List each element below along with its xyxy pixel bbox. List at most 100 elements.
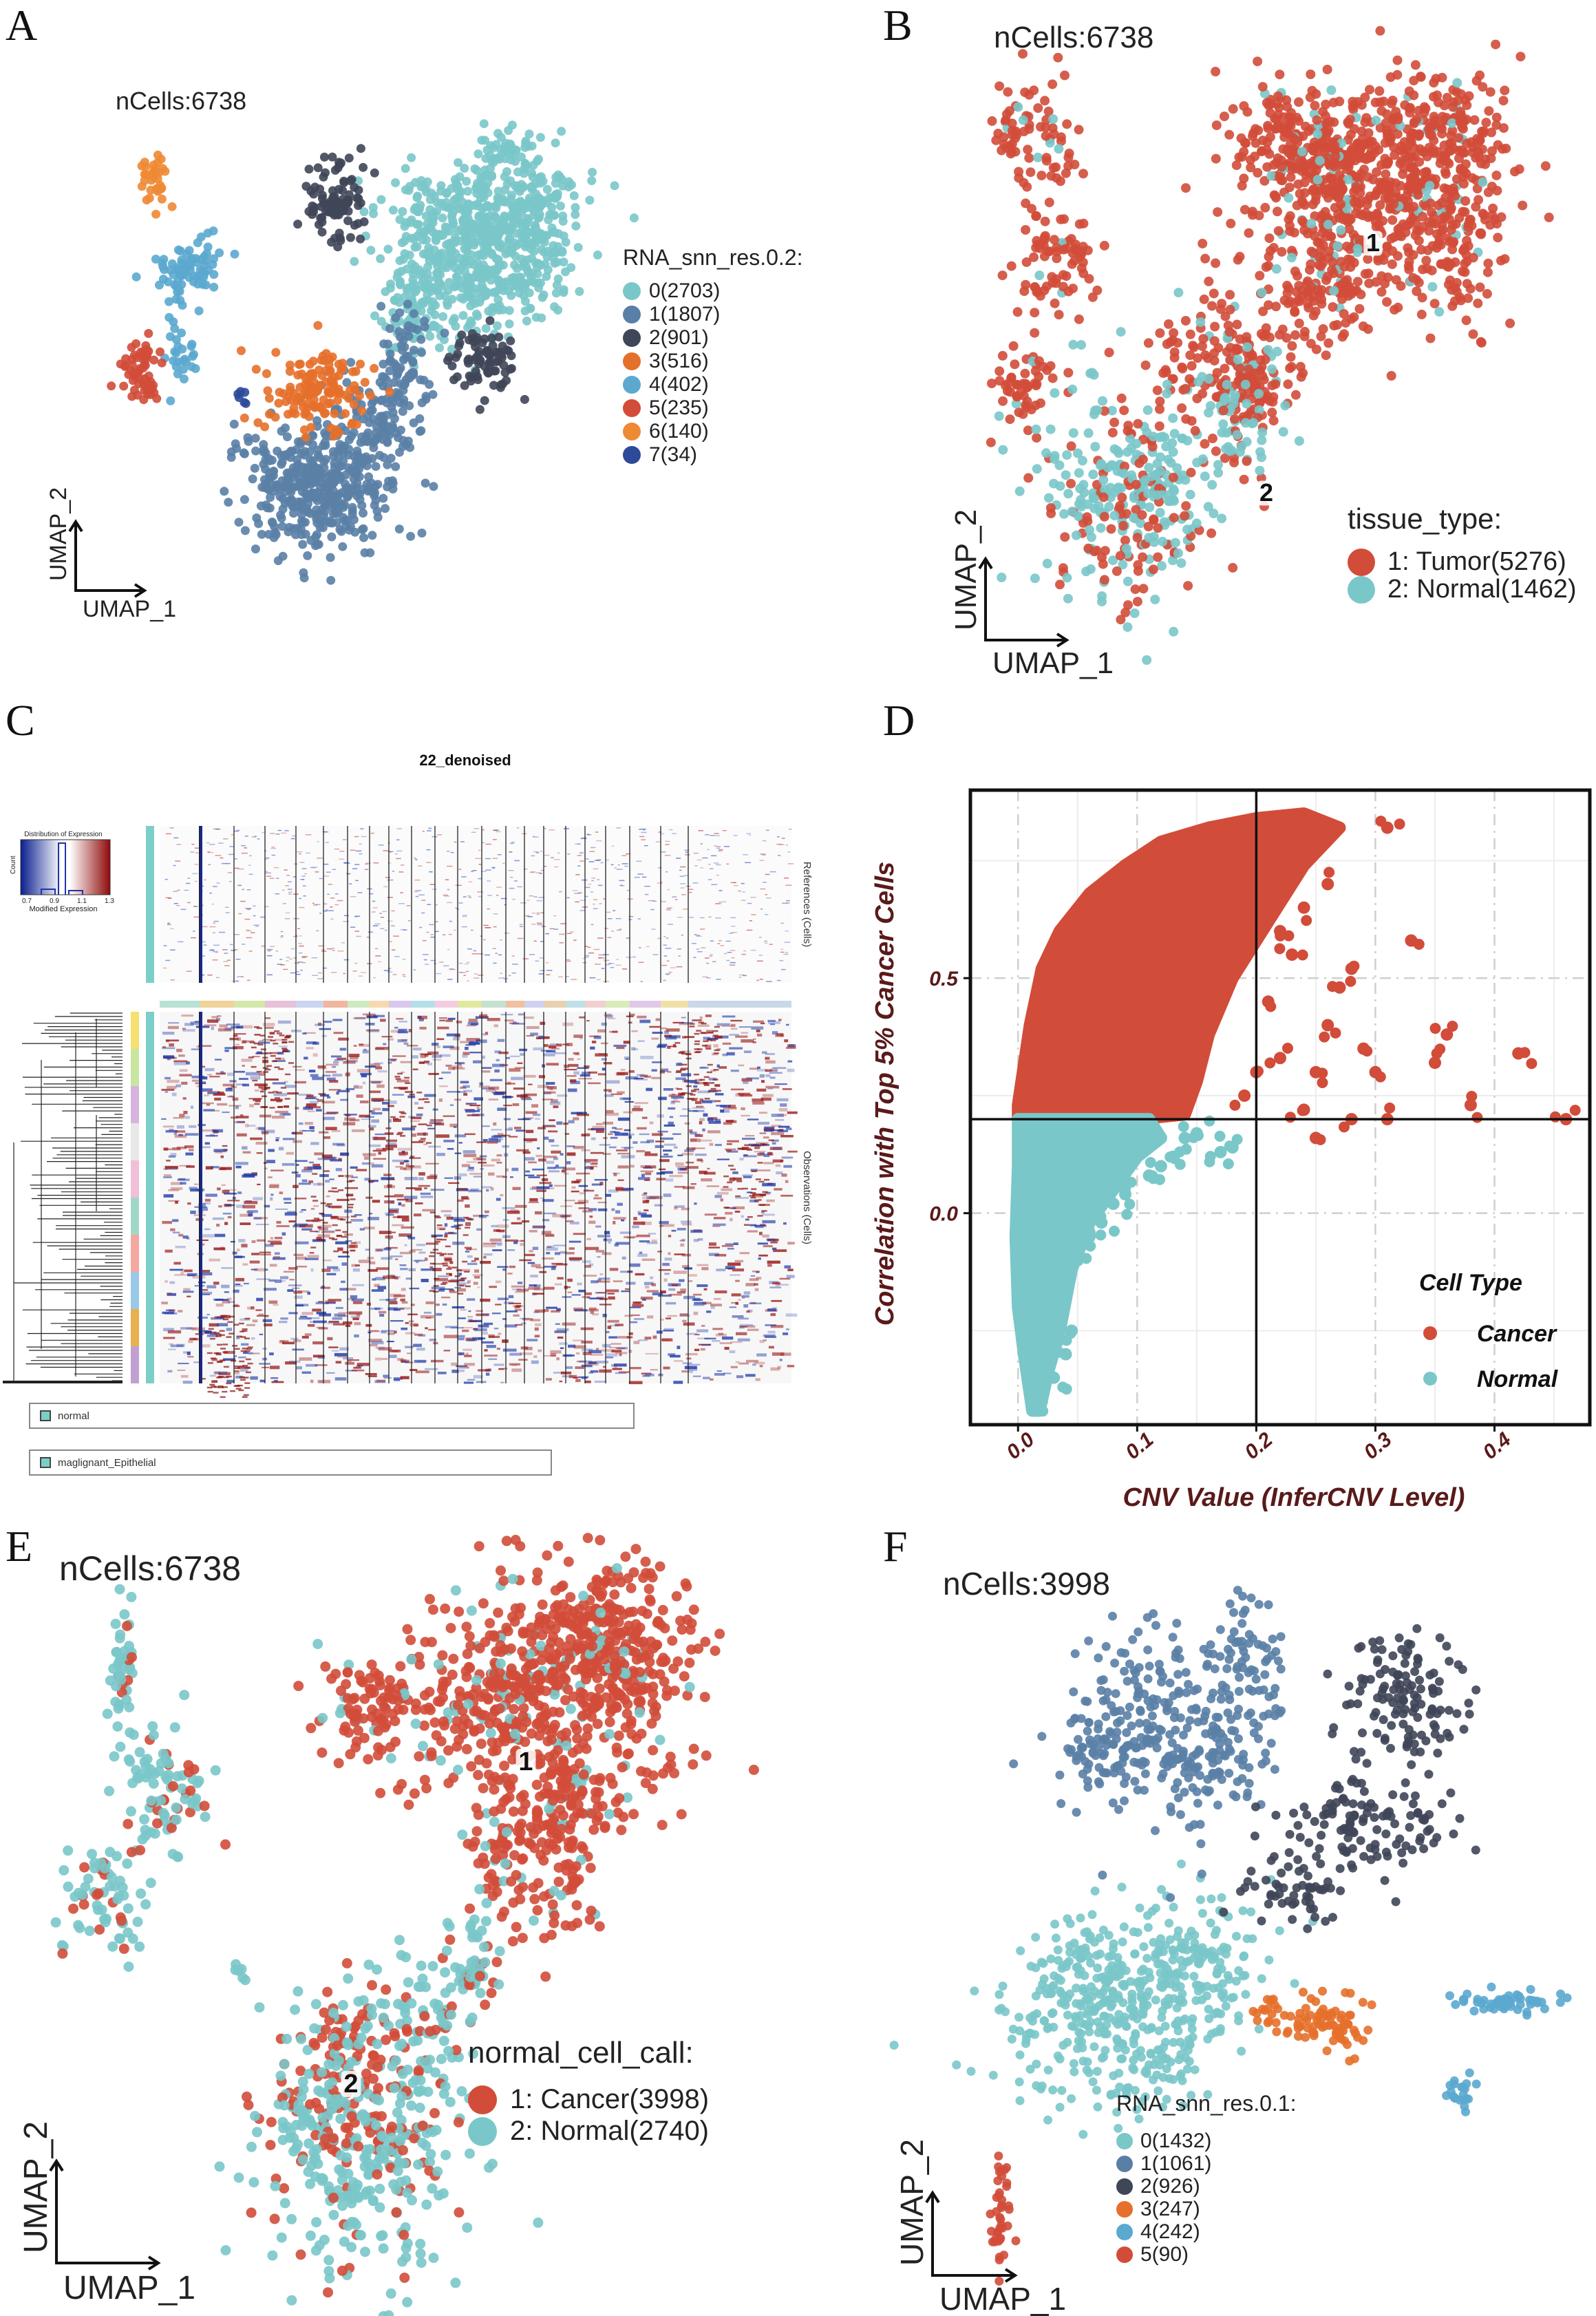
ncells-label: nCells:3998 bbox=[943, 1566, 1110, 1602]
data-point bbox=[1464, 1098, 1477, 1112]
infercnv-heatmap: 22_denoised Distribution of Expression 0.7… bbox=[3, 752, 813, 1423]
umap-plot-f: UMAP_1 UMAP_2 bbox=[889, 1586, 1572, 2316]
data-point bbox=[1214, 1145, 1227, 1158]
chromosome-separators bbox=[199, 826, 689, 1383]
cluster-1 bbox=[1009, 1586, 1286, 1902]
legend-dot bbox=[623, 399, 641, 417]
threshold-lines bbox=[970, 790, 1590, 1425]
y-axis-label: UMAP_2 bbox=[45, 487, 72, 581]
data-point bbox=[1154, 1160, 1167, 1173]
legend-dot bbox=[623, 423, 641, 440]
umap-axes: UMAP_1 UMAP_2 bbox=[894, 2139, 1066, 2316]
legend-text: 5(235) bbox=[649, 396, 709, 419]
legend-item: 2(901) bbox=[623, 326, 709, 350]
cluster-2 bbox=[293, 144, 529, 414]
legend-dot bbox=[1348, 548, 1375, 576]
legend-normal: normal bbox=[29, 1403, 635, 1429]
legend-dot bbox=[1348, 575, 1375, 604]
x-tick-label: 0.1 bbox=[1121, 1428, 1158, 1464]
legend-malignant: maglignant_Epithelial bbox=[29, 1449, 552, 1476]
legend-dot bbox=[1116, 2156, 1133, 2172]
legend-swatch bbox=[40, 1410, 51, 1421]
legend-dot bbox=[468, 2085, 497, 2114]
data-point bbox=[1238, 1089, 1251, 1102]
legend-text: normal bbox=[58, 1410, 89, 1422]
legend-title: tissue_type: bbox=[1348, 502, 1502, 535]
observations-label: Observations (Cells) bbox=[801, 1151, 813, 1244]
legend-dot bbox=[623, 306, 641, 323]
y-axis-label: UMAP_2 bbox=[949, 509, 983, 630]
panel-c: 22_denoised Distribution of Expression 0.7… bbox=[0, 730, 826, 1500]
legend-dot bbox=[1423, 1372, 1437, 1385]
cluster-0 bbox=[889, 1859, 1318, 2139]
legend-dot bbox=[1116, 2201, 1133, 2218]
x-axis-label: UMAP_1 bbox=[63, 2270, 195, 2306]
legend-item: 1: Tumor(5276) bbox=[1348, 547, 1566, 577]
observation-heatmap bbox=[131, 1012, 798, 1399]
panel-f: nCells:3998 UMAP_1 UMAP_2 RNA_snn_res.0.1… bbox=[853, 1521, 1596, 2316]
legend-dot bbox=[1116, 2224, 1133, 2240]
legend-dot bbox=[1116, 2133, 1133, 2149]
panel-label-e: E bbox=[6, 1522, 33, 1571]
data-point bbox=[1107, 1198, 1120, 1210]
ncells-label: nCells:6738 bbox=[59, 1549, 242, 1588]
svg-text:1.1: 1.1 bbox=[77, 897, 87, 905]
legend-item: 2: Normal(2740) bbox=[468, 2116, 709, 2147]
legend-item: 2(926) bbox=[1116, 2175, 1200, 2198]
y-tick-label: 0.5 bbox=[929, 968, 959, 990]
data-point bbox=[1178, 1132, 1191, 1145]
legend-dot bbox=[1423, 1326, 1437, 1340]
legend-text: 3(247) bbox=[1140, 2198, 1200, 2220]
data-point bbox=[1440, 1028, 1454, 1041]
series-cancer bbox=[1229, 816, 1581, 1145]
legend-item: 7(34) bbox=[623, 443, 697, 467]
data-point bbox=[1297, 901, 1310, 914]
svg-text:0.7: 0.7 bbox=[22, 897, 32, 905]
legend-title: RNA_snn_res.0.1: bbox=[1116, 2091, 1297, 2116]
legend-text: 3(516) bbox=[649, 350, 709, 372]
panel-label-d: D bbox=[883, 696, 915, 745]
data-point bbox=[1286, 948, 1299, 961]
legend-dot bbox=[623, 376, 641, 394]
svg-text:1: 1 bbox=[1366, 229, 1380, 257]
legend-item: 4(402) bbox=[623, 373, 709, 396]
legend-dot bbox=[623, 329, 641, 347]
umap-plot-a: UMAP_1 UMAP_2 bbox=[45, 119, 639, 622]
dendrogram bbox=[3, 1012, 123, 1383]
legend-item: 5(235) bbox=[623, 396, 709, 420]
series-normal bbox=[1025, 1115, 1243, 1417]
legend-item: 1(1061) bbox=[1116, 2152, 1211, 2176]
legend-dot bbox=[1116, 2178, 1133, 2195]
legend-text: 2(901) bbox=[649, 326, 709, 349]
legend-text: Normal bbox=[1477, 1366, 1559, 1392]
chromosome-bar bbox=[160, 1001, 791, 1008]
data-point bbox=[1035, 1394, 1048, 1407]
cluster-3 bbox=[1248, 1986, 1376, 2065]
panel-label-a: A bbox=[6, 1, 38, 50]
cluster-label: 1 bbox=[515, 1747, 536, 1776]
legend-title: normal_cell_call: bbox=[468, 2036, 694, 2070]
legend-item: 6(140) bbox=[623, 420, 709, 443]
legend-text: 2: Normal(2740) bbox=[510, 2116, 710, 2146]
y-axis-label: UMAP_2 bbox=[894, 2139, 930, 2266]
plot-frame bbox=[968, 788, 1592, 1427]
legend-dot bbox=[623, 282, 641, 300]
legend-text: 2: Normal(1462) bbox=[1387, 575, 1577, 604]
legend-text: 7(34) bbox=[649, 443, 698, 466]
legend-text: Cancer bbox=[1477, 1321, 1557, 1347]
legend-text: 4(242) bbox=[1140, 2220, 1200, 2243]
chart-legend: Cell Type Cancer Normal bbox=[1419, 1270, 1559, 1392]
svg-text:Count: Count bbox=[10, 856, 17, 874]
legend-text: 5(90) bbox=[1140, 2243, 1189, 2266]
legend-dot bbox=[468, 2116, 497, 2146]
data-point bbox=[1274, 1052, 1286, 1065]
x-axis-label: UMAP_1 bbox=[939, 2281, 1066, 2316]
x-tick-label: 0.3 bbox=[1360, 1428, 1396, 1464]
legend-dot bbox=[623, 352, 641, 370]
umap-plot-b: 1 2 UMAP_1 UMAP_2 bbox=[949, 25, 1554, 680]
legend-item: 3(247) bbox=[1116, 2198, 1200, 2221]
cnv-scatter-chart: 0.0 0.1 0.2 0.3 0.4 0.0 0.5 CNV Value (InferCNV… bbox=[871, 788, 1592, 1512]
cluster-5 bbox=[107, 329, 167, 405]
